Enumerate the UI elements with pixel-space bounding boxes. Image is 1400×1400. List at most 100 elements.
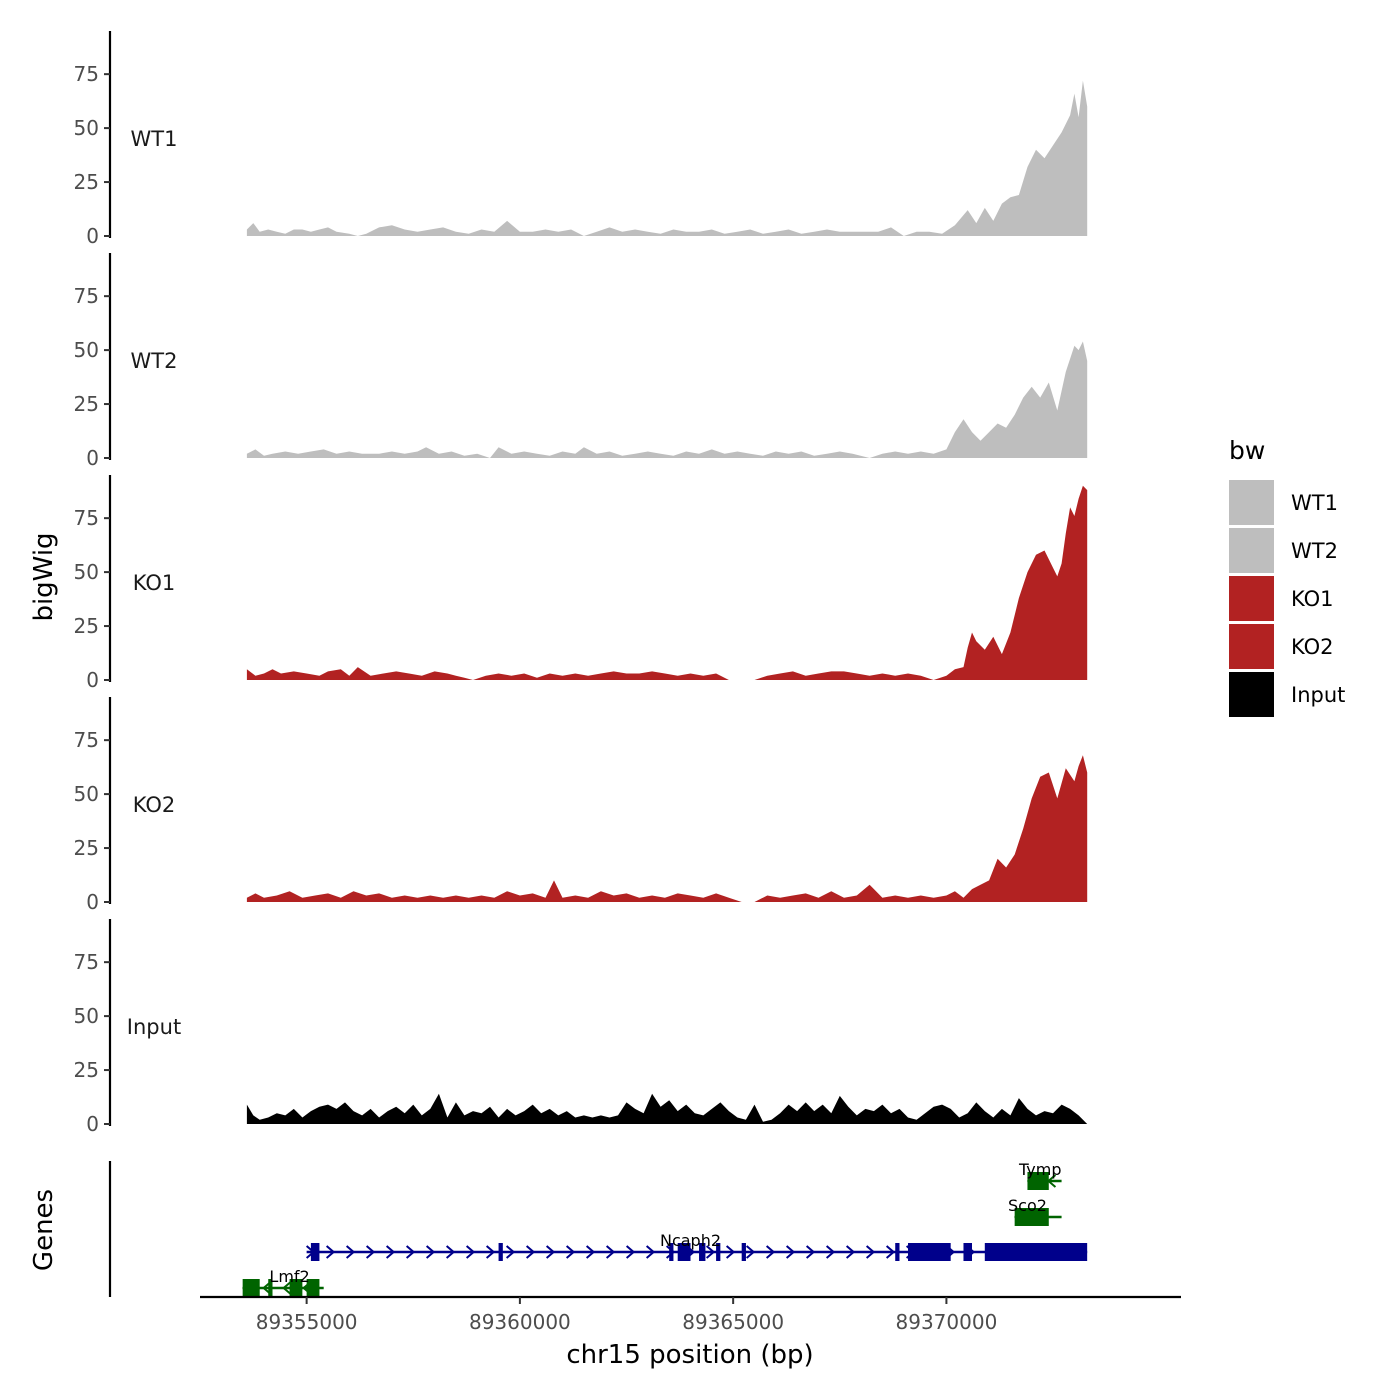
y-tick-label: 75 — [74, 506, 99, 530]
y-tick-label: 50 — [74, 116, 99, 140]
strand-arrow — [345, 1245, 356, 1259]
area-ko2 — [246, 755, 1088, 902]
strand-arrow — [805, 1245, 816, 1259]
strand-arrow — [765, 1245, 776, 1259]
strand-arrow — [745, 1245, 756, 1259]
area-input — [246, 1093, 1088, 1124]
strand-arrow — [705, 1245, 716, 1259]
exon — [242, 1279, 260, 1297]
gene-ncaph2: Ncaph2 — [305, 1231, 1088, 1261]
strand-arrow — [365, 1245, 376, 1259]
legend: bw WT1 WT2 KO1 KO2 Input — [1229, 436, 1345, 717]
gene-lmf2: Lmf2 — [242, 1267, 324, 1297]
y-tick-label: 75 — [74, 284, 99, 308]
exon — [984, 1243, 1088, 1261]
gene-label-ncaph2: Ncaph2 — [660, 1231, 721, 1250]
track-label-wt1: WT1 — [131, 127, 178, 151]
strand-arrow — [282, 1281, 292, 1295]
y-tick-label: 50 — [74, 338, 99, 362]
exon — [498, 1243, 503, 1261]
legend-swatch-wt2 — [1229, 528, 1274, 573]
legend-label-wt1: WT1 — [1291, 491, 1338, 515]
exon — [306, 1279, 320, 1297]
area-wt2 — [246, 341, 1088, 458]
track-wt2: 0 25 50 75 WT2 — [74, 253, 1088, 470]
exon — [699, 1243, 706, 1261]
y-tick-label: 0 — [86, 446, 99, 470]
strand-arrow — [485, 1245, 496, 1259]
strand-arrow — [865, 1245, 876, 1259]
exon — [895, 1243, 900, 1261]
exon — [669, 1243, 674, 1261]
exon — [289, 1279, 303, 1297]
y-tick-label: 75 — [74, 62, 99, 86]
y-tick-label: 25 — [74, 392, 99, 416]
legend-label-input: Input — [1291, 683, 1345, 707]
gene-sco2: Sco2 — [1008, 1196, 1062, 1226]
y-tick-label: 25 — [74, 614, 99, 638]
y-tick-label: 25 — [74, 170, 99, 194]
strand-arrow — [545, 1245, 556, 1259]
strand-arrow — [385, 1245, 396, 1259]
x-tick-label: 89365000 — [682, 1310, 784, 1334]
strand-arrow — [785, 1245, 796, 1259]
strand-arrow — [425, 1245, 436, 1259]
area-ko1 — [246, 485, 1088, 680]
strand-arrow — [665, 1245, 676, 1259]
strand-arrow — [885, 1245, 896, 1259]
x-axis: 89355000 89360000 89365000 89370000 — [200, 1295, 1181, 1334]
track-input: 0 25 50 75 Input — [74, 919, 1088, 1136]
track-label-wt2: WT2 — [131, 349, 178, 373]
x-axis-title: chr15 position (bp) — [566, 1340, 813, 1370]
exon — [963, 1243, 973, 1261]
exon — [1014, 1208, 1049, 1226]
strand-arrow — [645, 1245, 656, 1259]
track-label-ko1: KO1 — [133, 571, 176, 595]
y-tick-label: 25 — [74, 1058, 99, 1082]
y-tick-label: 50 — [74, 782, 99, 806]
strand-arrow — [465, 1245, 476, 1259]
exon — [677, 1243, 691, 1261]
gene-label-sco2: Sco2 — [1008, 1196, 1047, 1215]
genes-panel: Tymp Sco2 Ncaph2 Lmf2 — [108, 1160, 1088, 1297]
y-tick-label: 75 — [74, 950, 99, 974]
track-wt1: 0 25 50 75 WT1 — [74, 31, 1088, 248]
strand-arrow — [605, 1245, 616, 1259]
exon — [268, 1279, 273, 1297]
exon — [716, 1243, 721, 1261]
y-tick-label: 25 — [74, 836, 99, 860]
legend-label-ko1: KO1 — [1291, 587, 1334, 611]
legend-swatch-wt1 — [1229, 480, 1274, 525]
track-label-input: Input — [127, 1015, 181, 1039]
strand-arrow — [325, 1245, 336, 1259]
gene-label-lmf2: Lmf2 — [269, 1267, 309, 1286]
strand-arrow — [825, 1245, 836, 1259]
legend-swatch-ko1 — [1229, 576, 1274, 621]
strand-arrow — [585, 1245, 596, 1259]
gene-label-tymp: Tymp — [1018, 1160, 1062, 1179]
legend-title: bw — [1229, 436, 1265, 465]
strand-arrow — [405, 1245, 416, 1259]
strand-arrow — [845, 1245, 856, 1259]
y-tick-label: 0 — [86, 1112, 99, 1136]
exon — [908, 1243, 951, 1261]
y-axis-title: bigWig — [29, 532, 59, 621]
x-tick-label: 89355000 — [256, 1310, 358, 1334]
track-label-ko2: KO2 — [133, 793, 176, 817]
y-tick-label: 0 — [86, 224, 99, 248]
exon — [1027, 1172, 1049, 1190]
x-tick-label: 89370000 — [896, 1310, 998, 1334]
track-ko1: 0 25 50 75 KO1 — [74, 475, 1088, 692]
genes-axis-title: Genes — [29, 1189, 59, 1271]
strand-arrow — [725, 1245, 736, 1259]
strand-arrow — [445, 1245, 456, 1259]
strand-arrow — [565, 1245, 576, 1259]
exon — [310, 1243, 320, 1261]
track-panels: 0 25 50 75 WT1 0 25 50 75 WT2 0 25 50 75 KO1 0 25 50 75 KO2… — [74, 31, 1088, 1136]
strand-arrow — [505, 1245, 516, 1259]
strand-arrow — [625, 1245, 636, 1259]
x-tick-label: 89360000 — [469, 1310, 571, 1334]
gene-tymp: Tymp — [1018, 1160, 1062, 1190]
track-ko2: 0 25 50 75 KO2 — [74, 697, 1088, 914]
